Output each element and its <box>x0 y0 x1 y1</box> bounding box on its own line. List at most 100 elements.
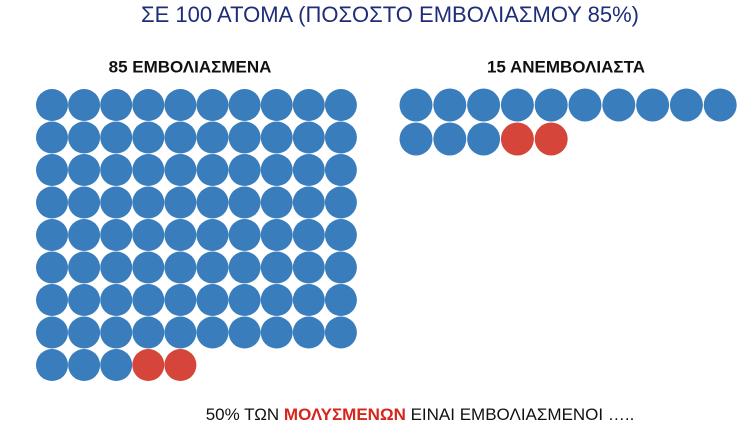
person <box>228 121 261 154</box>
person <box>467 122 501 156</box>
person <box>100 251 133 284</box>
person <box>100 284 133 316</box>
person <box>36 121 68 154</box>
person <box>292 251 325 284</box>
person <box>324 219 357 251</box>
person <box>467 88 501 122</box>
person <box>260 154 293 186</box>
person <box>324 121 357 154</box>
person <box>132 154 165 186</box>
footer: 50% ΤΩΝ ΜΟΛΥΣΜΕΝΩΝ ΕΙΝΑΙ ΕΜΒΟΛΙΑΣΜΕΝΟΙ …… <box>206 405 635 424</box>
person <box>500 88 534 122</box>
person <box>228 251 261 284</box>
person <box>324 316 357 349</box>
person <box>228 154 261 186</box>
person <box>228 284 261 316</box>
person <box>100 349 133 381</box>
person <box>68 219 101 251</box>
infected-person <box>164 349 197 381</box>
person <box>68 154 101 186</box>
person <box>100 154 133 186</box>
person <box>164 121 197 154</box>
person <box>164 89 197 121</box>
person <box>292 316 325 349</box>
person <box>68 349 101 381</box>
person <box>260 284 293 316</box>
person <box>164 154 197 186</box>
person <box>100 186 133 219</box>
person <box>324 251 357 284</box>
person <box>68 186 101 219</box>
person <box>36 251 68 284</box>
person <box>132 251 165 284</box>
person <box>196 154 229 186</box>
person <box>164 316 197 349</box>
person <box>292 121 325 154</box>
person <box>399 122 433 156</box>
person <box>68 284 101 316</box>
infected-person <box>132 349 165 381</box>
group-label: 15 ΑΝΕΜΒΟΛΙΑΣΤΑ <box>487 57 645 76</box>
person <box>164 251 197 284</box>
person <box>100 89 133 121</box>
person <box>669 88 703 122</box>
person <box>100 219 133 251</box>
person <box>68 251 101 284</box>
person <box>132 186 165 219</box>
person <box>292 89 325 121</box>
person <box>433 122 467 156</box>
footer-text: ΕΙΝΑΙ ΕΜΒΟΛΙΑΣΜΕΝΟΙ ….. <box>406 405 634 424</box>
person <box>36 316 68 349</box>
person <box>36 186 68 219</box>
person <box>292 284 325 316</box>
person <box>196 219 229 251</box>
person <box>703 88 737 122</box>
infected-person <box>534 122 568 156</box>
person <box>292 219 325 251</box>
person <box>433 88 467 122</box>
infected-person <box>500 122 534 156</box>
person <box>36 154 68 186</box>
person <box>68 316 101 349</box>
person <box>636 88 670 122</box>
person <box>132 284 165 316</box>
person <box>228 89 261 121</box>
person <box>196 121 229 154</box>
person <box>292 186 325 219</box>
person <box>196 251 229 284</box>
person <box>36 284 68 316</box>
person <box>196 284 229 316</box>
person <box>602 88 636 122</box>
group-label: 85 ΕΜΒΟΛΙΑΣΜΕΝΑ <box>109 57 272 76</box>
person <box>260 251 293 284</box>
person <box>260 186 293 219</box>
person <box>228 186 261 219</box>
person <box>164 284 197 316</box>
person <box>100 316 133 349</box>
person <box>132 219 165 251</box>
person <box>324 89 357 121</box>
person <box>164 219 197 251</box>
footer-highlight: ΜΟΛΥΣΜΕΝΩΝ <box>284 405 406 424</box>
person <box>132 316 165 349</box>
title: ΣΕ 100 ΑΤΟΜΑ (ΠΟΣΟΣΤΟ ΕΜΒΟΛΙΑΣΜΟΥ 85%) <box>141 2 639 27</box>
person <box>196 316 229 349</box>
person <box>260 316 293 349</box>
person <box>568 88 602 122</box>
person <box>68 121 101 154</box>
person <box>164 186 197 219</box>
person <box>260 121 293 154</box>
person <box>260 89 293 121</box>
person <box>196 186 229 219</box>
person <box>36 219 68 251</box>
person <box>196 89 229 121</box>
person <box>36 89 68 121</box>
person <box>228 219 261 251</box>
person <box>36 349 68 381</box>
person <box>292 154 325 186</box>
person <box>100 121 133 154</box>
person <box>534 88 568 122</box>
person <box>132 121 165 154</box>
